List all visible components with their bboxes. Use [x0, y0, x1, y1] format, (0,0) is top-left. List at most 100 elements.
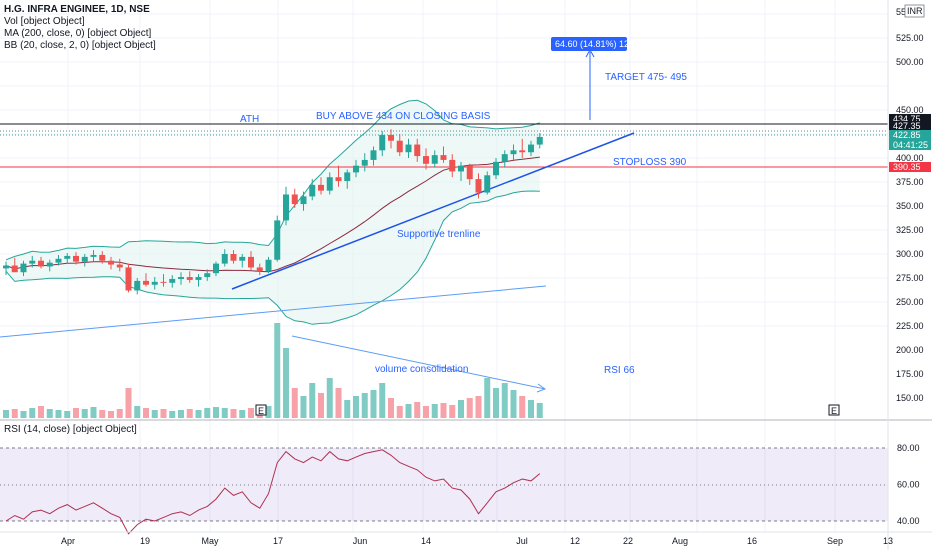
candle[interactable] — [484, 175, 491, 193]
candle[interactable] — [370, 150, 377, 160]
candle[interactable] — [423, 156, 429, 164]
candle[interactable] — [335, 177, 342, 182]
candle[interactable] — [11, 265, 18, 273]
candle[interactable] — [414, 144, 421, 157]
volume-bar — [510, 390, 517, 418]
time-tick-label: Apr — [61, 536, 75, 546]
candle[interactable] — [81, 256, 88, 262]
volume-bar — [361, 393, 368, 418]
candle[interactable] — [379, 134, 386, 151]
candle[interactable] — [178, 277, 184, 279]
candle[interactable] — [528, 144, 534, 153]
ath-annotation[interactable]: ATH — [240, 114, 259, 125]
volume-bar — [99, 410, 106, 418]
legend-bb[interactable]: BB (20, close, 2, 0) [object Object] — [4, 40, 156, 51]
earnings-marker[interactable] — [255, 404, 267, 416]
candle[interactable] — [300, 196, 307, 205]
candle[interactable] — [405, 144, 412, 153]
candle[interactable] — [46, 262, 53, 267]
candle[interactable] — [73, 255, 79, 262]
candle[interactable] — [134, 280, 141, 291]
volume-bar — [125, 388, 132, 418]
rsi-annotation[interactable]: RSI 66 — [604, 365, 635, 376]
earnings-marker-icon: E — [831, 406, 837, 416]
candle[interactable] — [248, 256, 254, 268]
candle[interactable] — [493, 161, 499, 176]
earnings-marker[interactable] — [828, 404, 840, 416]
candle[interactable] — [38, 260, 44, 267]
candle[interactable] — [3, 265, 9, 269]
candle[interactable] — [283, 194, 289, 221]
candle[interactable] — [326, 177, 333, 191]
legend-ma[interactable]: MA (200, close, 0) [object Object] — [4, 28, 152, 39]
candle[interactable] — [160, 281, 167, 283]
candle[interactable] — [353, 165, 359, 173]
candle[interactable] — [344, 172, 351, 182]
candle[interactable] — [291, 194, 298, 205]
price-axis[interactable]: 525.00 500.00 450.00 400.00 375.00 350.00 325.… — [896, 33, 924, 403]
candle[interactable] — [256, 267, 263, 272]
candle[interactable] — [55, 258, 62, 263]
candle[interactable] — [125, 267, 132, 291]
candle[interactable] — [143, 280, 149, 285]
candle[interactable] — [64, 255, 71, 259]
trendline-annotation[interactable]: Supportive trenline — [397, 229, 481, 240]
supportive-trendline[interactable] — [231, 132, 635, 290]
candle[interactable] — [169, 278, 176, 283]
candle[interactable] — [221, 254, 228, 264]
candle[interactable] — [309, 184, 316, 197]
candle[interactable] — [458, 165, 464, 172]
candle[interactable] — [116, 264, 123, 268]
candle[interactable] — [186, 277, 193, 280]
price-tag-label: 422.85 — [893, 130, 921, 140]
candle[interactable] — [466, 165, 473, 180]
candle[interactable] — [431, 155, 438, 164]
candle[interactable] — [361, 159, 368, 166]
buy-annotation[interactable]: BUY ABOVE 434 ON CLOSING BASIS — [316, 111, 491, 122]
candle[interactable] — [151, 281, 158, 285]
legend-volume[interactable]: Vol [object Object] — [4, 16, 85, 27]
volume-arrow-head — [536, 383, 547, 393]
volume-bars — [3, 323, 543, 418]
candle[interactable] — [519, 150, 526, 153]
candle[interactable] — [90, 254, 97, 257]
candle[interactable] — [230, 254, 237, 261]
time-axis[interactable]: Apr 19 May 17 Jun 14 Jul 12 22 Aug 16 Sep 13 — [61, 536, 893, 546]
volume-bar — [29, 408, 36, 418]
volume-annotation[interactable]: volume consolidation — [375, 364, 468, 375]
candle[interactable] — [501, 154, 508, 162]
stoploss-annotation[interactable]: STOPLOSS 390 — [613, 157, 687, 168]
currency-box[interactable] — [904, 4, 925, 18]
candle[interactable] — [318, 184, 324, 191]
volume-bar — [90, 407, 97, 418]
candle[interactable] — [440, 155, 447, 160]
candle[interactable] — [475, 179, 482, 193]
candle[interactable] — [213, 263, 219, 274]
candle[interactable] — [388, 134, 394, 141]
candle[interactable] — [396, 140, 403, 153]
volume-bar — [519, 396, 526, 418]
target-annotation[interactable]: TARGET 475- 495 — [605, 72, 687, 83]
candle[interactable] — [449, 159, 456, 172]
volume-arrow[interactable] — [291, 335, 546, 390]
candle[interactable] — [99, 254, 106, 261]
price-tick-label: 250.00 — [896, 297, 924, 307]
candle[interactable] — [20, 263, 27, 273]
measure-label-box[interactable] — [551, 37, 627, 51]
candle[interactable] — [510, 150, 517, 155]
rsi-axis[interactable]: 80.00 60.00 40.00 — [897, 443, 920, 526]
time-tick-label: 17 — [273, 536, 283, 546]
volume-bar — [186, 409, 193, 418]
volume-bar — [134, 406, 141, 418]
candle[interactable] — [29, 260, 36, 264]
candle[interactable] — [204, 273, 211, 278]
candle[interactable] — [536, 136, 543, 145]
candle[interactable] — [265, 259, 272, 272]
candle[interactable] — [239, 256, 246, 261]
price-tick-label: 300.00 — [896, 249, 924, 259]
candle[interactable] — [274, 220, 281, 260]
candle[interactable] — [195, 277, 202, 280]
candle[interactable] — [108, 260, 114, 265]
legend-rsi[interactable]: RSI (14, close) [object Object] — [4, 424, 137, 435]
